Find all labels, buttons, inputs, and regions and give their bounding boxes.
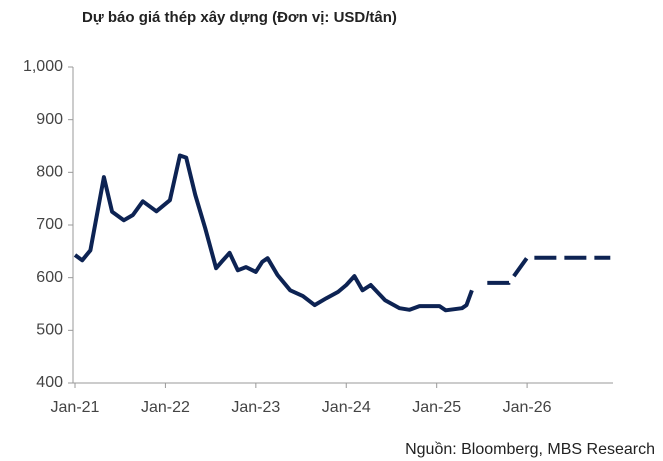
y-tick-label: 800 <box>36 164 63 181</box>
y-tick-label: 600 <box>36 269 63 286</box>
y-tick-label: 900 <box>36 111 63 128</box>
x-tick-label: Jan-24 <box>322 399 371 416</box>
source: Nguồn: Bloomberg, MBS Research <box>405 441 655 458</box>
y-tick-label: 700 <box>36 216 63 233</box>
line-series <box>487 255 611 285</box>
y-tick-label: 400 <box>36 374 63 391</box>
x-tick-label: Jan-22 <box>141 399 190 416</box>
x-tick-label: Jan-25 <box>412 399 461 416</box>
y-tick-label: 1,000 <box>23 58 63 75</box>
y-tick-label: 500 <box>36 322 63 339</box>
line-series <box>73 153 474 313</box>
chart-title: Dự báo giá thép xây dựng (Đơn vị: USD/tâ… <box>82 9 397 26</box>
x-tick-label: Jan-21 <box>51 399 100 416</box>
x-tick-label: Jan-26 <box>503 399 552 416</box>
x-tick-label: Jan-23 <box>231 399 280 416</box>
